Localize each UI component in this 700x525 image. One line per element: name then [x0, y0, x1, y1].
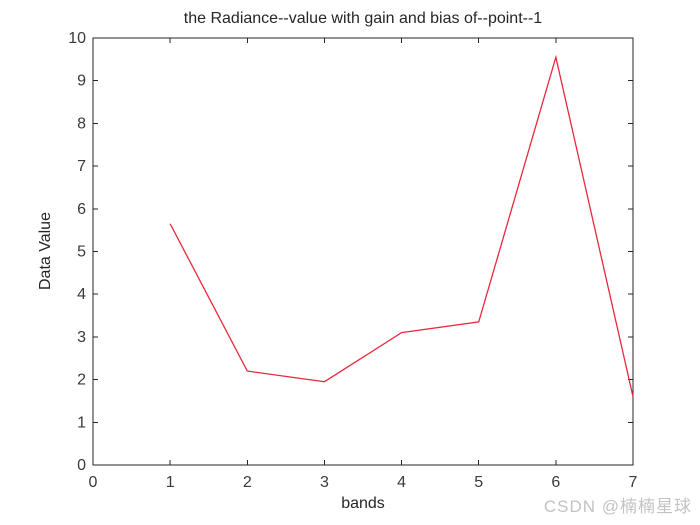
y-tick-label: 10	[68, 30, 86, 47]
x-tick-label: 6	[551, 474, 560, 491]
y-tick-label: 5	[77, 244, 86, 261]
y-tick-label: 1	[77, 414, 86, 431]
y-tick-label: 7	[77, 158, 86, 175]
x-tick-label: 2	[243, 474, 252, 491]
x-tick-label: 4	[397, 474, 406, 491]
x-tick-label: 7	[629, 474, 638, 491]
x-tick-label: 0	[89, 474, 98, 491]
x-tick-label: 1	[166, 474, 175, 491]
y-tick-label: 6	[77, 201, 86, 218]
x-axis-label: bands	[341, 495, 385, 512]
data-line	[169, 54, 634, 397]
x-tick-label: 5	[474, 474, 483, 491]
y-tick-label: 8	[77, 115, 86, 132]
y-tick-label: 4	[77, 286, 86, 303]
y-tick-label: 9	[77, 73, 86, 90]
y-tick-label: 0	[77, 457, 86, 474]
chart-title: the Radiance--value with gain and bias o…	[183, 10, 543, 27]
y-tick-label: 3	[77, 329, 86, 346]
watermark: CSDN @楠楠星球	[543, 497, 692, 516]
x-tick-label: 3	[320, 474, 329, 491]
y-tick-label: 2	[77, 372, 86, 389]
axes-box	[92, 37, 634, 466]
